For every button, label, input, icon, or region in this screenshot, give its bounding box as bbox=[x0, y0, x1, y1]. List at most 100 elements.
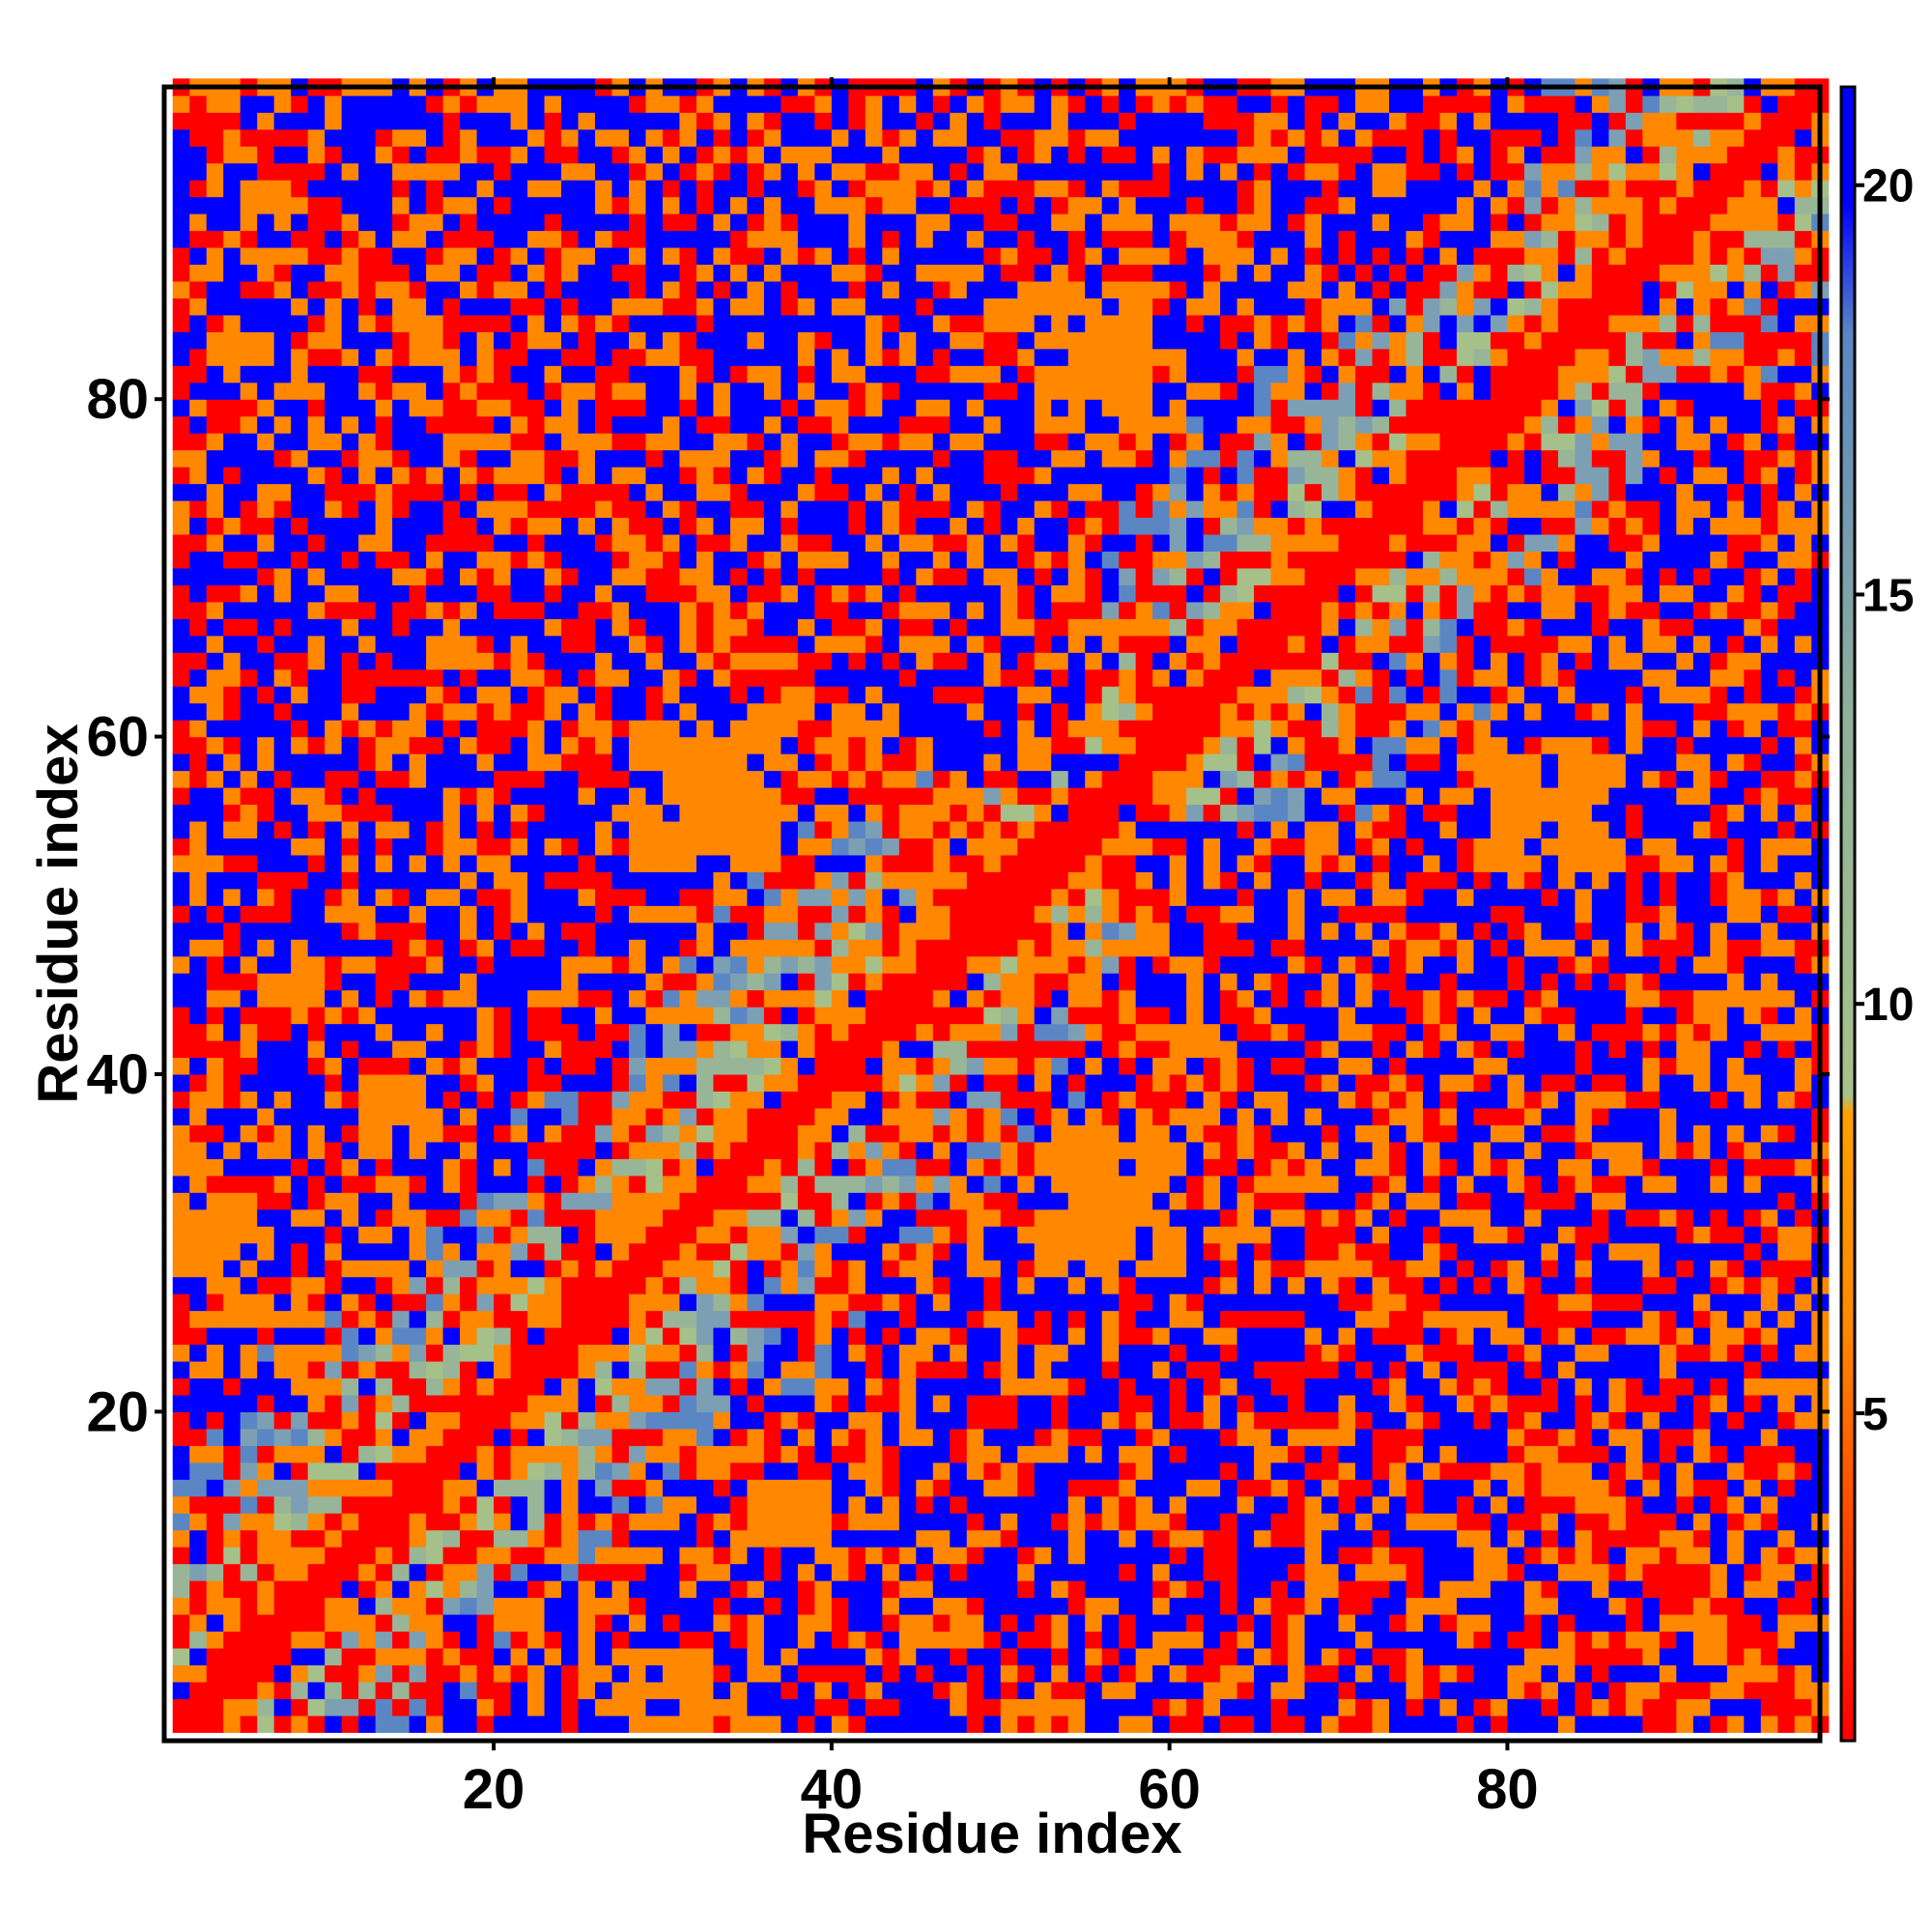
heatmap-cell bbox=[645, 770, 664, 788]
heatmap-cell bbox=[510, 314, 528, 332]
heatmap-cell bbox=[409, 922, 427, 940]
heatmap-cell bbox=[561, 736, 580, 754]
heatmap-cell bbox=[426, 1580, 444, 1599]
heatmap-cell bbox=[831, 702, 849, 721]
heatmap-cell bbox=[729, 112, 748, 130]
heatmap-cell bbox=[358, 1394, 377, 1412]
heatmap-cell bbox=[696, 820, 715, 838]
heatmap-cell bbox=[476, 1310, 495, 1328]
heatmap-cell bbox=[409, 753, 427, 772]
heatmap-cell bbox=[527, 382, 546, 400]
heatmap-cell bbox=[578, 1158, 596, 1177]
heatmap-cell bbox=[442, 955, 461, 974]
heatmap-cell bbox=[781, 298, 799, 316]
heatmap-cell bbox=[172, 1276, 190, 1294]
heatmap-cell bbox=[1017, 1023, 1036, 1041]
heatmap-cell bbox=[696, 415, 715, 434]
heatmap-cell bbox=[460, 922, 478, 940]
heatmap-cell bbox=[797, 1681, 815, 1699]
heatmap-cell bbox=[814, 720, 833, 738]
heatmap-cell bbox=[476, 905, 495, 923]
heatmap-cell bbox=[983, 854, 1002, 872]
heatmap-cell bbox=[409, 955, 427, 974]
heatmap-cell bbox=[341, 128, 359, 147]
heatmap-cell bbox=[341, 180, 359, 198]
heatmap-cell bbox=[662, 1513, 681, 1531]
heatmap-cell bbox=[291, 146, 309, 164]
heatmap-cell bbox=[223, 838, 242, 856]
heatmap-cell bbox=[781, 1192, 799, 1210]
heatmap-cell bbox=[713, 196, 731, 214]
heatmap-cell bbox=[510, 449, 528, 468]
heatmap-cell bbox=[797, 146, 815, 164]
heatmap-cell bbox=[273, 838, 292, 856]
heatmap-cell bbox=[578, 1495, 596, 1514]
heatmap-cell bbox=[206, 652, 224, 670]
heatmap-cell bbox=[932, 1681, 951, 1699]
heatmap-cell bbox=[291, 1378, 309, 1396]
heatmap-cell bbox=[882, 1158, 900, 1177]
heatmap-cell bbox=[882, 888, 900, 906]
heatmap-cell bbox=[510, 1327, 528, 1346]
heatmap-cell bbox=[679, 399, 697, 417]
heatmap-cell bbox=[273, 1226, 292, 1244]
heatmap-cell bbox=[325, 467, 343, 485]
heatmap-cell bbox=[966, 736, 984, 754]
heatmap-cell bbox=[189, 567, 208, 585]
heatmap-cell bbox=[950, 483, 968, 501]
heatmap-cell bbox=[966, 753, 984, 772]
heatmap-cell bbox=[240, 1631, 258, 1649]
heatmap-cell bbox=[747, 1631, 765, 1649]
heatmap-cell bbox=[713, 1226, 731, 1244]
heatmap-cell bbox=[696, 871, 715, 890]
heatmap-cell bbox=[325, 1715, 343, 1733]
heatmap-cell bbox=[257, 230, 275, 248]
heatmap-cell bbox=[561, 500, 580, 519]
heatmap-cell bbox=[611, 1242, 630, 1261]
heatmap-cell bbox=[611, 1613, 630, 1633]
heatmap-cell bbox=[1017, 517, 1036, 535]
heatmap-cell bbox=[273, 517, 292, 535]
heatmap-cell bbox=[797, 1242, 815, 1261]
heatmap-cell bbox=[628, 668, 647, 687]
heatmap-cell bbox=[628, 770, 647, 788]
heatmap-cell bbox=[578, 1007, 596, 1025]
heatmap-cell bbox=[781, 146, 799, 164]
heatmap-cell bbox=[544, 382, 562, 400]
heatmap-cell bbox=[460, 1647, 478, 1665]
heatmap-cell bbox=[527, 1479, 546, 1497]
heatmap-cell bbox=[662, 162, 681, 181]
heatmap-cell bbox=[594, 1479, 613, 1497]
heatmap-cell bbox=[426, 1495, 444, 1514]
heatmap-cell bbox=[544, 517, 562, 535]
heatmap-cell bbox=[696, 1040, 715, 1059]
heatmap-cell bbox=[696, 1681, 715, 1699]
heatmap-cell bbox=[442, 95, 461, 113]
heatmap-cell bbox=[763, 1226, 781, 1244]
heatmap-cell bbox=[966, 686, 984, 704]
heatmap-cell bbox=[341, 989, 359, 1008]
heatmap-cell bbox=[476, 433, 495, 451]
heatmap-cell bbox=[460, 686, 478, 704]
heatmap-cell bbox=[325, 1613, 343, 1633]
heatmap-cell bbox=[763, 1242, 781, 1261]
heatmap-cell bbox=[476, 618, 495, 637]
heatmap-cell bbox=[476, 551, 495, 569]
heatmap-cell bbox=[966, 1631, 984, 1649]
heatmap-cell bbox=[713, 1715, 731, 1733]
heatmap-cell bbox=[442, 618, 461, 637]
heatmap-cell bbox=[257, 1698, 275, 1717]
heatmap-cell bbox=[494, 348, 512, 366]
heatmap-cell bbox=[426, 955, 444, 974]
heatmap-cell bbox=[781, 1394, 799, 1412]
heatmap-cell bbox=[291, 1073, 309, 1093]
heatmap-cell bbox=[527, 973, 546, 991]
heatmap-cell bbox=[527, 1378, 546, 1396]
heatmap-cell bbox=[341, 1344, 359, 1362]
heatmap-cell bbox=[898, 1175, 917, 1193]
heatmap-cell bbox=[882, 1715, 900, 1733]
heatmap-cell bbox=[409, 1547, 427, 1565]
heatmap-cell bbox=[561, 348, 580, 366]
heatmap-cell bbox=[544, 939, 562, 957]
heatmap-cell bbox=[848, 146, 867, 164]
